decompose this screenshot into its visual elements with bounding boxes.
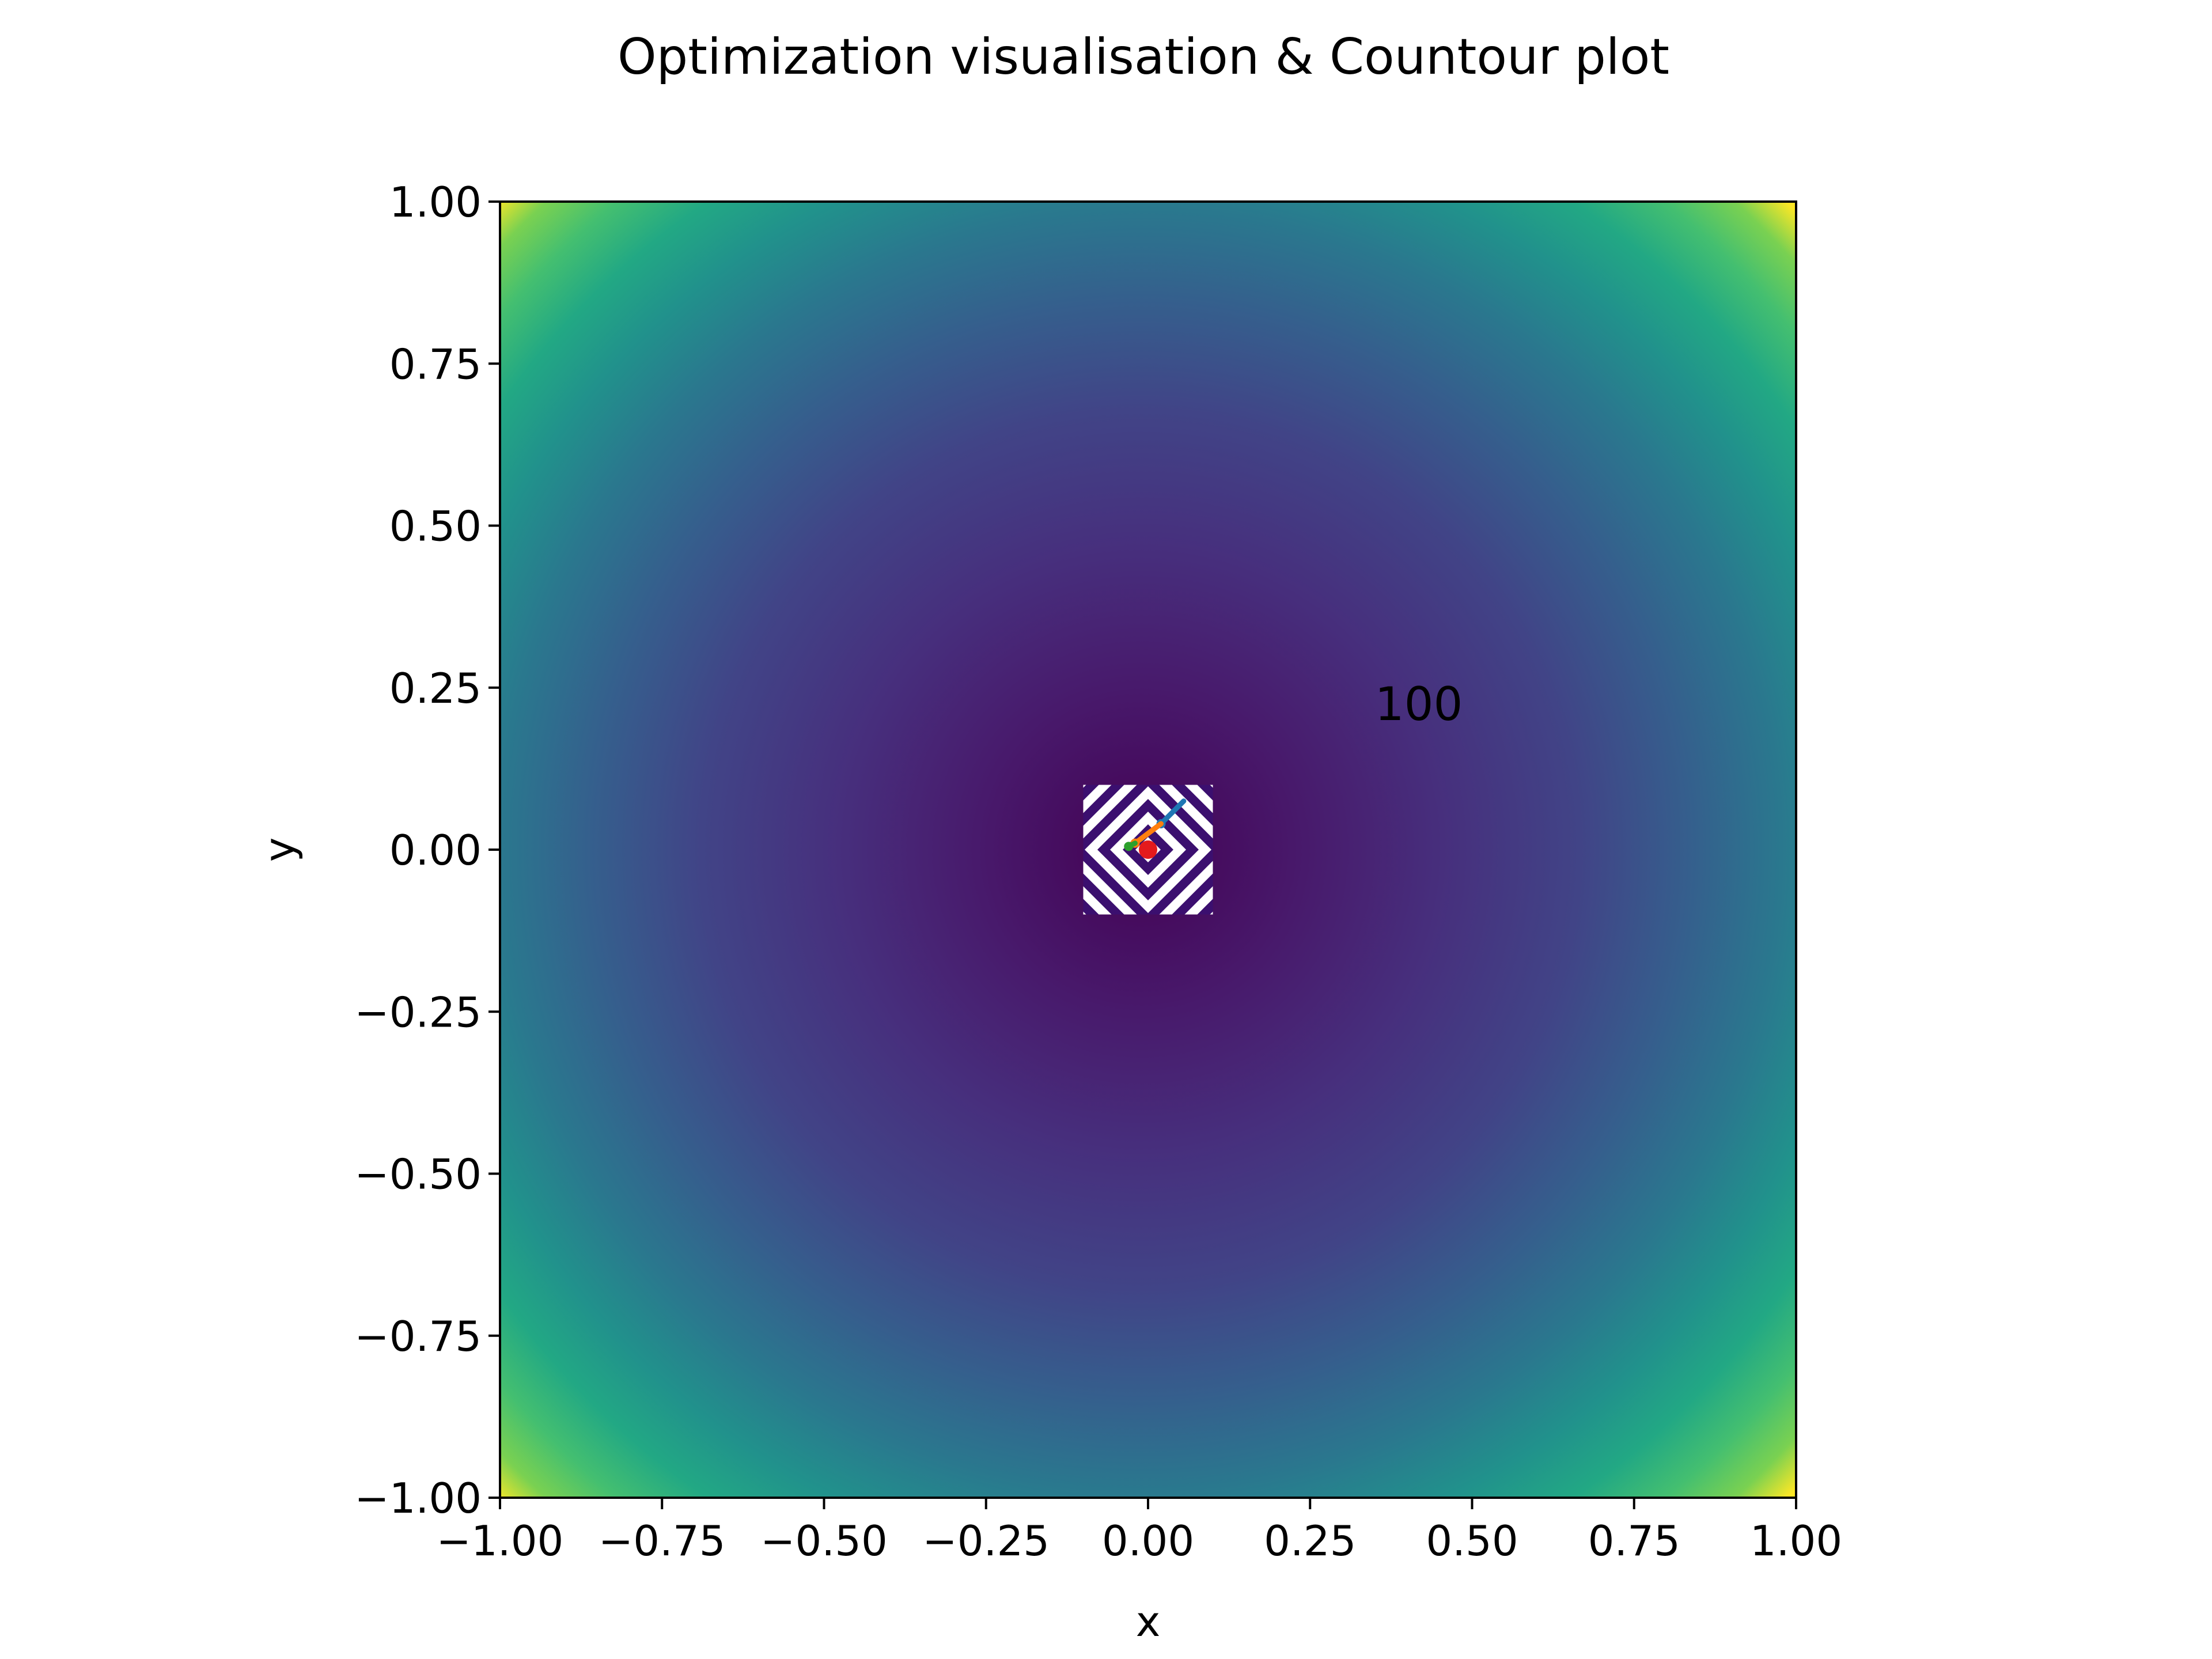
y-tick-label: 0.25: [389, 664, 482, 713]
x-tick-label: 0.75: [1588, 1517, 1680, 1565]
x-tick-label: 0.25: [1264, 1517, 1356, 1565]
x-tick-label: −0.50: [760, 1517, 888, 1565]
x-tick-label: 1.00: [1750, 1517, 1842, 1565]
plot-area: 100: [499, 200, 1797, 1499]
y-axis: 1.00 0.75 0.50 0.25 0.00 −0.25 −0.50 −0.75 −1.00: [354, 178, 500, 1522]
x-tick-label: 0.50: [1426, 1517, 1518, 1565]
x-axis-label: x: [1136, 1597, 1161, 1646]
x-tick-label: 0.00: [1102, 1517, 1194, 1565]
optimization-path-segment: [1158, 798, 1187, 827]
chart-title: Optimization visualisation & Countour pl…: [618, 28, 1669, 86]
y-tick-label: −1.00: [354, 1474, 482, 1522]
x-tick-label: −1.00: [437, 1517, 564, 1565]
annotation-label: 100: [1375, 677, 1463, 731]
y-tick-label: 0.75: [389, 340, 482, 388]
y-tick-label: 0.00: [389, 826, 482, 874]
optimization-paths: [1124, 798, 1187, 859]
minimum-marker: [1139, 840, 1157, 859]
y-tick-label: 0.50: [389, 502, 482, 551]
x-tick-label: −0.75: [599, 1517, 726, 1565]
y-tick-label: 1.00: [389, 178, 482, 226]
y-axis-label: y: [255, 838, 304, 862]
x-axis: −1.00 −0.75 −0.50 −0.25 0.00 0.25 0.50 0.75 1.00: [437, 1498, 1842, 1565]
optimization-path-point: [1124, 842, 1134, 851]
y-tick-label: −0.75: [354, 1312, 482, 1361]
optimization-path-segment: [1132, 821, 1164, 846]
y-tick-label: −0.25: [354, 988, 482, 1036]
x-tick-label: −0.25: [922, 1517, 1050, 1565]
y-tick-label: −0.50: [354, 1150, 482, 1199]
